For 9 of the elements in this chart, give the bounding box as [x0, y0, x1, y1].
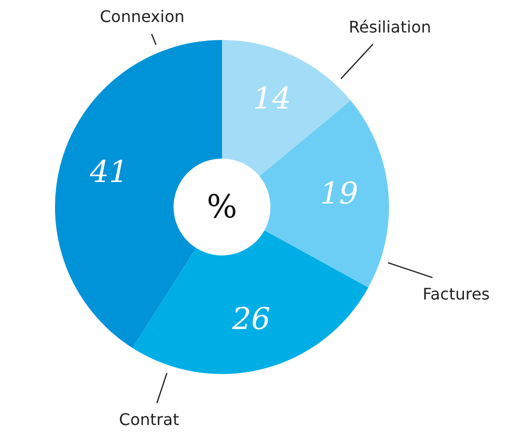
data-label: 41 — [88, 154, 128, 190]
data-label: 26 — [231, 302, 270, 337]
slice-label: Résiliation — [348, 17, 432, 36]
slice-label: Connexion — [100, 7, 185, 26]
data-label: 19 — [320, 176, 358, 212]
slice-label: Factures — [422, 284, 490, 304]
text: % — [206, 187, 238, 226]
slice-label: Contrat — [119, 410, 180, 430]
data-label: 14 — [253, 81, 292, 116]
